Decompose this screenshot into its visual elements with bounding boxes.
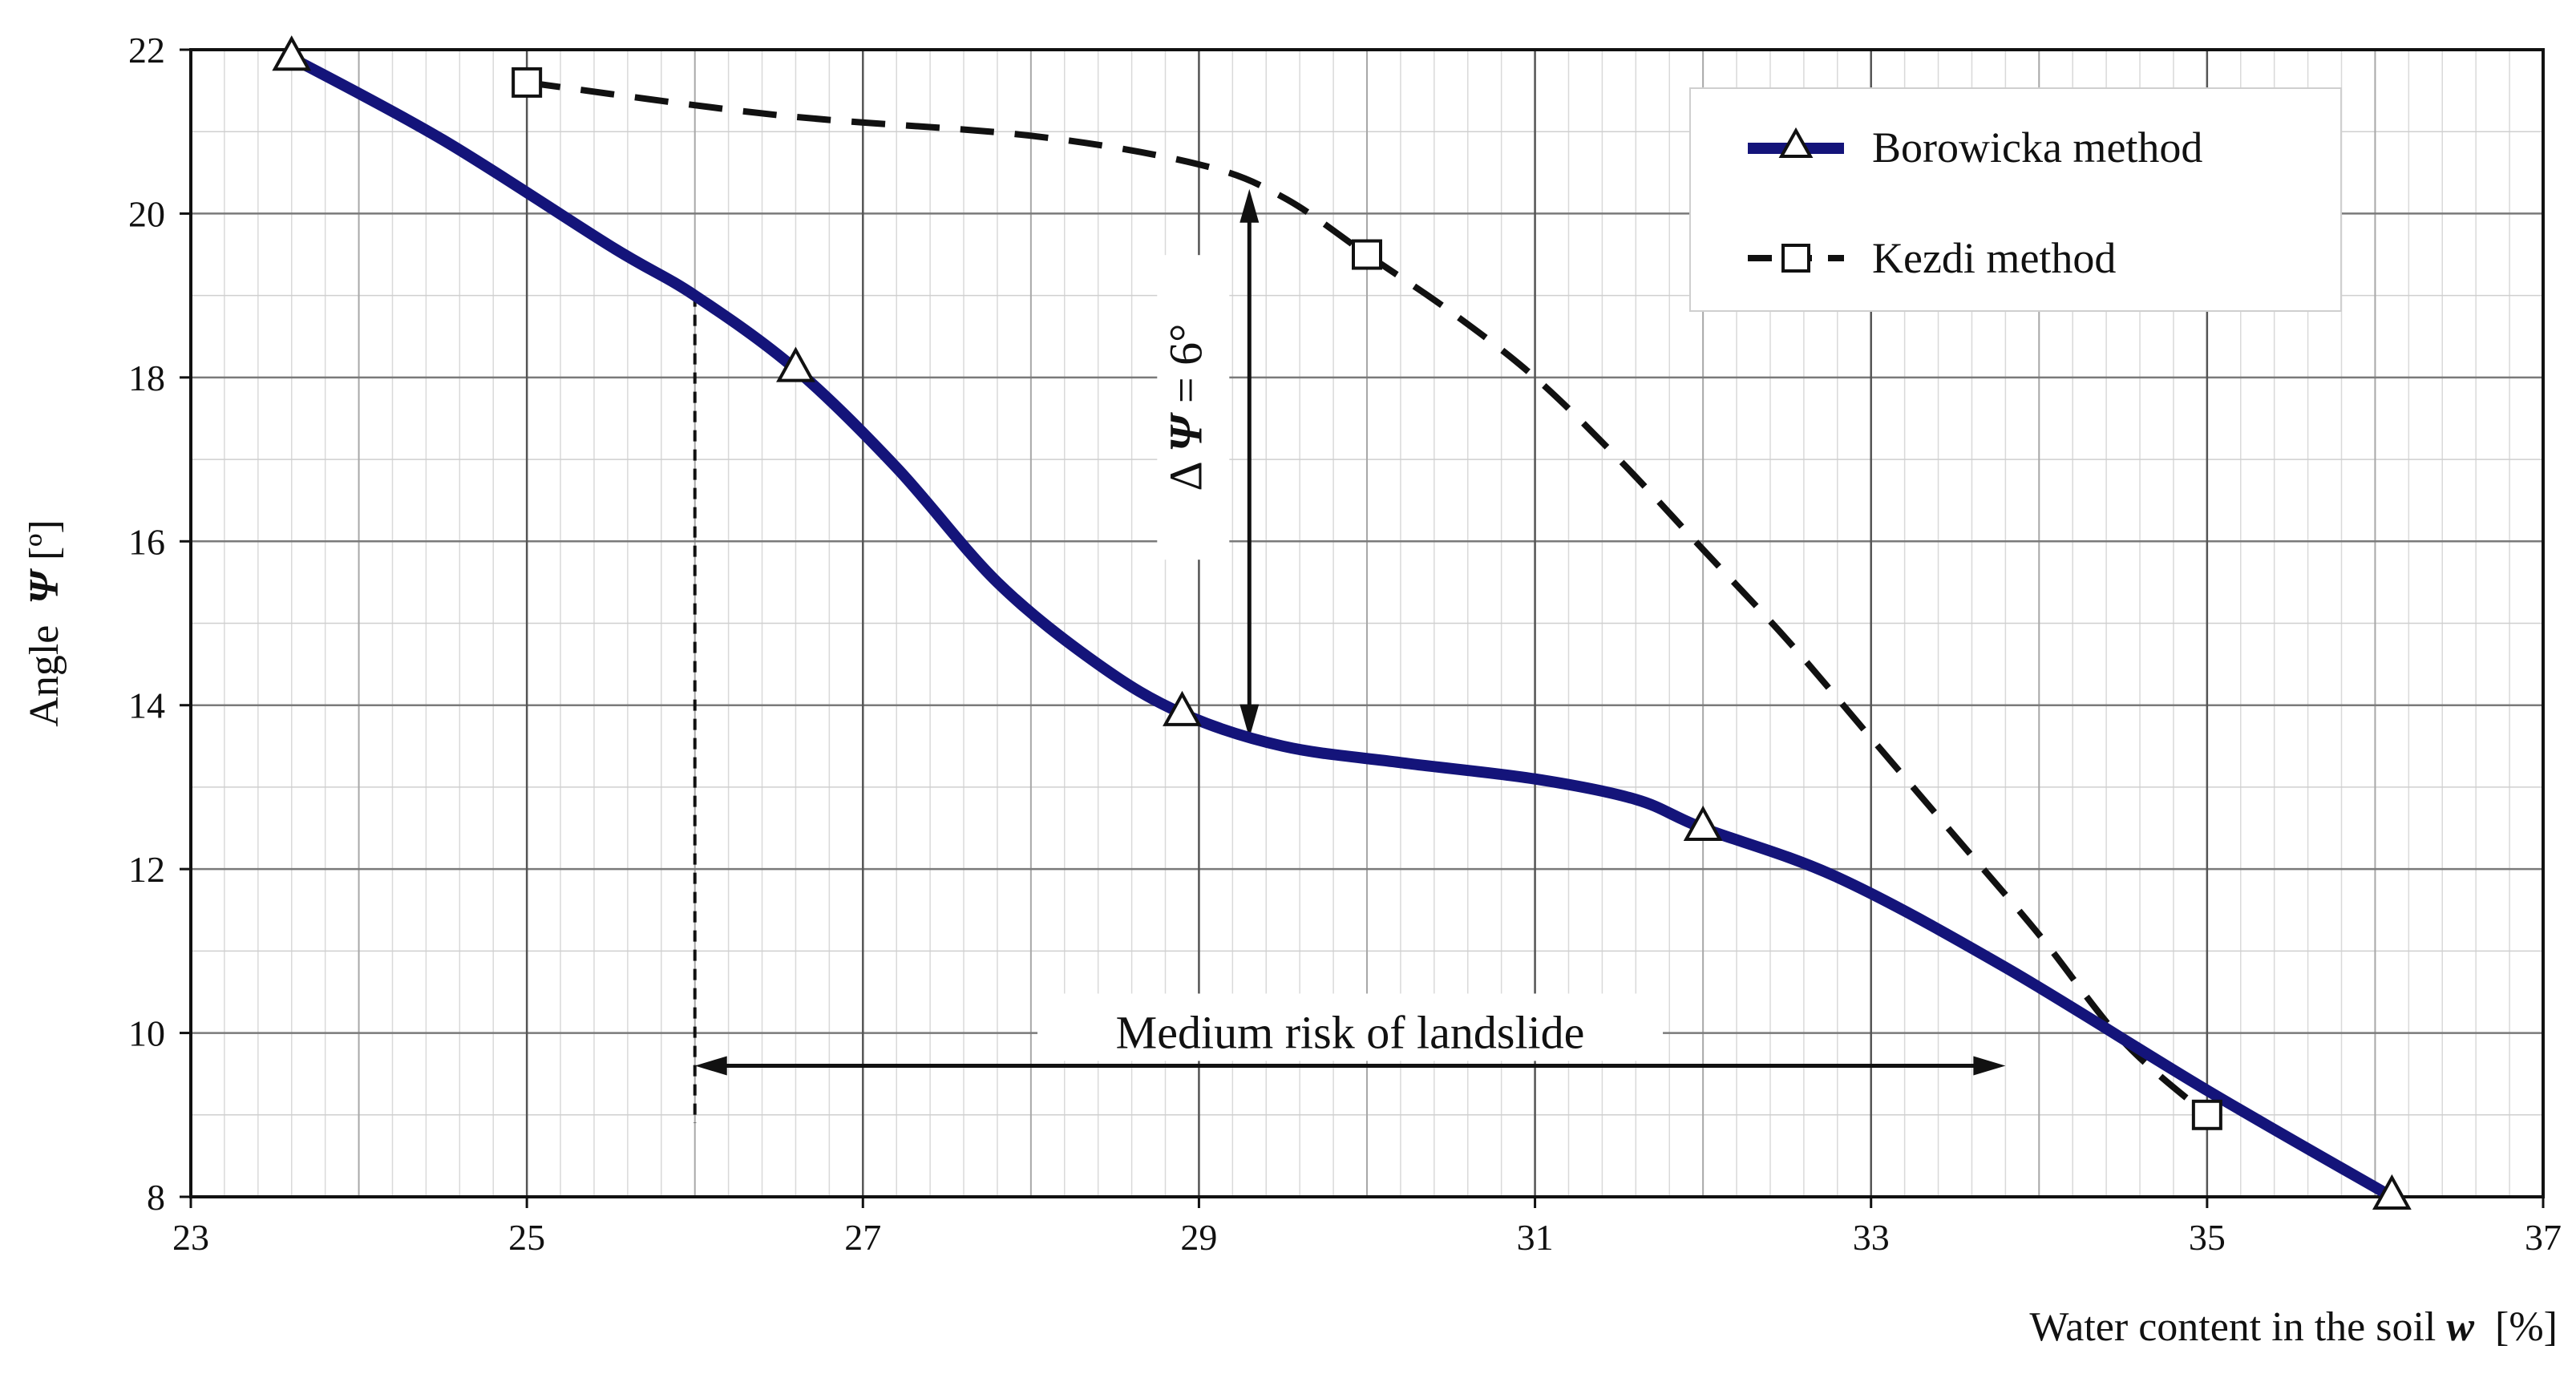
borowicka-point — [1683, 805, 1723, 842]
x-tick-label: 25 — [508, 1217, 545, 1258]
x-axis-title-prefix: Water content in the soil — [2029, 1304, 2446, 1350]
delta-psi-prefix: Δ — [1159, 452, 1211, 491]
kezdi-line — [526, 79, 2210, 1117]
y-tick-label: 8 — [147, 1177, 165, 1218]
delta-label-background — [1157, 255, 1230, 560]
x-tick-label: 29 — [1180, 1217, 1217, 1258]
kezdi-point — [512, 67, 543, 98]
borowicka-point — [1163, 690, 1202, 726]
delta-psi-variable: Ψ — [1159, 412, 1211, 452]
y-axis-ticks: 8 10 12 14 16 18 20 22 — [128, 30, 191, 1218]
borowicka-point — [776, 346, 815, 382]
legend-box — [1689, 87, 2342, 312]
legend-borowicka-label: Borowicka method — [1872, 123, 2202, 172]
x-tick-label: 33 — [1853, 1217, 1890, 1258]
y-tick-label: 14 — [128, 685, 165, 726]
kezdi-point — [1352, 239, 1382, 270]
y-tick-label: 18 — [128, 358, 165, 398]
delta-psi-suffix: = 6° — [1159, 324, 1211, 415]
plot-frame — [189, 48, 2545, 1198]
annotations: Medium risk of landslide Δ Ψ = 6° — [693, 188, 2006, 1124]
legend-kezdi-marker — [1781, 244, 1810, 273]
delta-arrow-head-bottom — [1239, 704, 1260, 738]
y-tick-label: 12 — [128, 849, 165, 890]
y-axis-title-prefix: Angle — [22, 604, 67, 727]
x-tick-label: 27 — [844, 1217, 881, 1258]
delta-arrow-head-top — [1239, 188, 1260, 223]
borowicka-line — [285, 52, 2398, 1202]
risk-label: Medium risk of landslide — [1116, 1006, 1585, 1058]
borowicka-point — [2372, 1174, 2412, 1210]
x-axis-title-unit: [%] — [2474, 1304, 2558, 1350]
x-tick-label: 35 — [2189, 1217, 2226, 1258]
x-axis-ticks: 23 25 27 29 31 33 35 37 — [172, 1197, 2562, 1258]
y-axis-title: Angle Ψ [º] — [22, 519, 67, 726]
borowicka-point — [272, 35, 312, 71]
x-axis-title: Water content in the soil w [%] — [2029, 1304, 2558, 1350]
risk-label-background — [1037, 993, 1664, 1061]
risk-arrow-head-right — [1973, 1056, 2006, 1076]
y-axis-title-variable: Ψ — [22, 568, 67, 604]
delta-psi-label: Δ Ψ = 6° — [1159, 324, 1211, 491]
x-tick-label: 31 — [1517, 1217, 1554, 1258]
legend: Borowicka method Kezdi method — [1689, 87, 2342, 312]
x-tick-label: 23 — [172, 1217, 209, 1258]
x-axis-title-variable: w — [2446, 1304, 2474, 1350]
risk-arrow-head-left — [694, 1056, 727, 1076]
y-axis-title-unit: [º] — [22, 519, 67, 571]
x-tick-label: 37 — [2525, 1217, 2562, 1258]
y-tick-label: 20 — [128, 193, 165, 234]
legend-borowicka-marker — [1778, 127, 1814, 158]
kezdi-point — [2191, 1099, 2222, 1130]
y-tick-label: 10 — [128, 1013, 165, 1054]
series-layer — [272, 35, 2412, 1210]
y-tick-label: 16 — [128, 521, 165, 562]
legend-kezdi-label: Kezdi method — [1872, 234, 2116, 282]
y-tick-label: 22 — [128, 30, 165, 71]
